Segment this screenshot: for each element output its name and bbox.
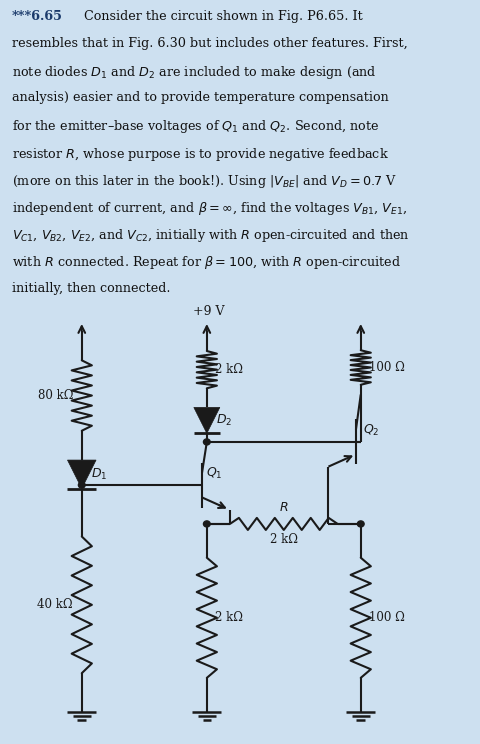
Text: independent of current, and $\beta=\infty$, find the voltages $V_{B1}$, $V_{E1}$: independent of current, and $\beta=\inft… bbox=[12, 200, 406, 217]
Text: $Q_1$: $Q_1$ bbox=[205, 466, 222, 481]
Circle shape bbox=[203, 521, 210, 527]
Text: resembles that in Fig. 6.30 but includes other features. First,: resembles that in Fig. 6.30 but includes… bbox=[12, 36, 407, 50]
Text: ***6.65: ***6.65 bbox=[12, 10, 63, 22]
Text: $R$: $R$ bbox=[278, 501, 288, 514]
Text: initially, then connected.: initially, then connected. bbox=[12, 281, 170, 295]
Text: analysis) easier and to provide temperature compensation: analysis) easier and to provide temperat… bbox=[12, 92, 388, 104]
Polygon shape bbox=[67, 460, 96, 489]
Text: $D_1$: $D_1$ bbox=[91, 466, 108, 482]
Text: 2 kΩ: 2 kΩ bbox=[215, 612, 243, 624]
Text: $V_{C1}$, $V_{B2}$, $V_{E2}$, and $V_{C2}$, initially with $R$ open-circuited an: $V_{C1}$, $V_{B2}$, $V_{E2}$, and $V_{C2… bbox=[12, 227, 409, 244]
Text: $D_2$: $D_2$ bbox=[216, 413, 232, 428]
Text: for the emitter–base voltages of $Q_1$ and $Q_2$. Second, note: for the emitter–base voltages of $Q_1$ a… bbox=[12, 118, 379, 135]
Text: Consider the circuit shown in Fig. P6.65. It: Consider the circuit shown in Fig. P6.65… bbox=[84, 10, 362, 22]
Text: 100 Ω: 100 Ω bbox=[369, 361, 405, 374]
Text: 2 kΩ: 2 kΩ bbox=[269, 533, 297, 545]
Text: note diodes $D_1$ and $D_2$ are included to make design (and: note diodes $D_1$ and $D_2$ are included… bbox=[12, 64, 376, 81]
Text: $Q_2$: $Q_2$ bbox=[362, 423, 379, 437]
Text: 100 Ω: 100 Ω bbox=[369, 612, 405, 624]
Text: with $R$ connected. Repeat for $\beta = 100$, with $R$ open-circuited: with $R$ connected. Repeat for $\beta = … bbox=[12, 254, 400, 272]
Circle shape bbox=[203, 439, 210, 445]
Text: 2 kΩ: 2 kΩ bbox=[215, 363, 243, 376]
Text: 80 kΩ: 80 kΩ bbox=[37, 389, 73, 402]
Circle shape bbox=[78, 482, 85, 488]
Text: 40 kΩ: 40 kΩ bbox=[37, 598, 73, 612]
Polygon shape bbox=[193, 408, 219, 433]
Text: +9 V: +9 V bbox=[193, 305, 225, 318]
Text: (more on this later in the book!). Using $|V_{BE}|$ and $V_D = 0.7$ V: (more on this later in the book!). Using… bbox=[12, 173, 396, 190]
Text: resistor $R$, whose purpose is to provide negative feedback: resistor $R$, whose purpose is to provid… bbox=[12, 146, 388, 162]
Circle shape bbox=[357, 521, 363, 527]
